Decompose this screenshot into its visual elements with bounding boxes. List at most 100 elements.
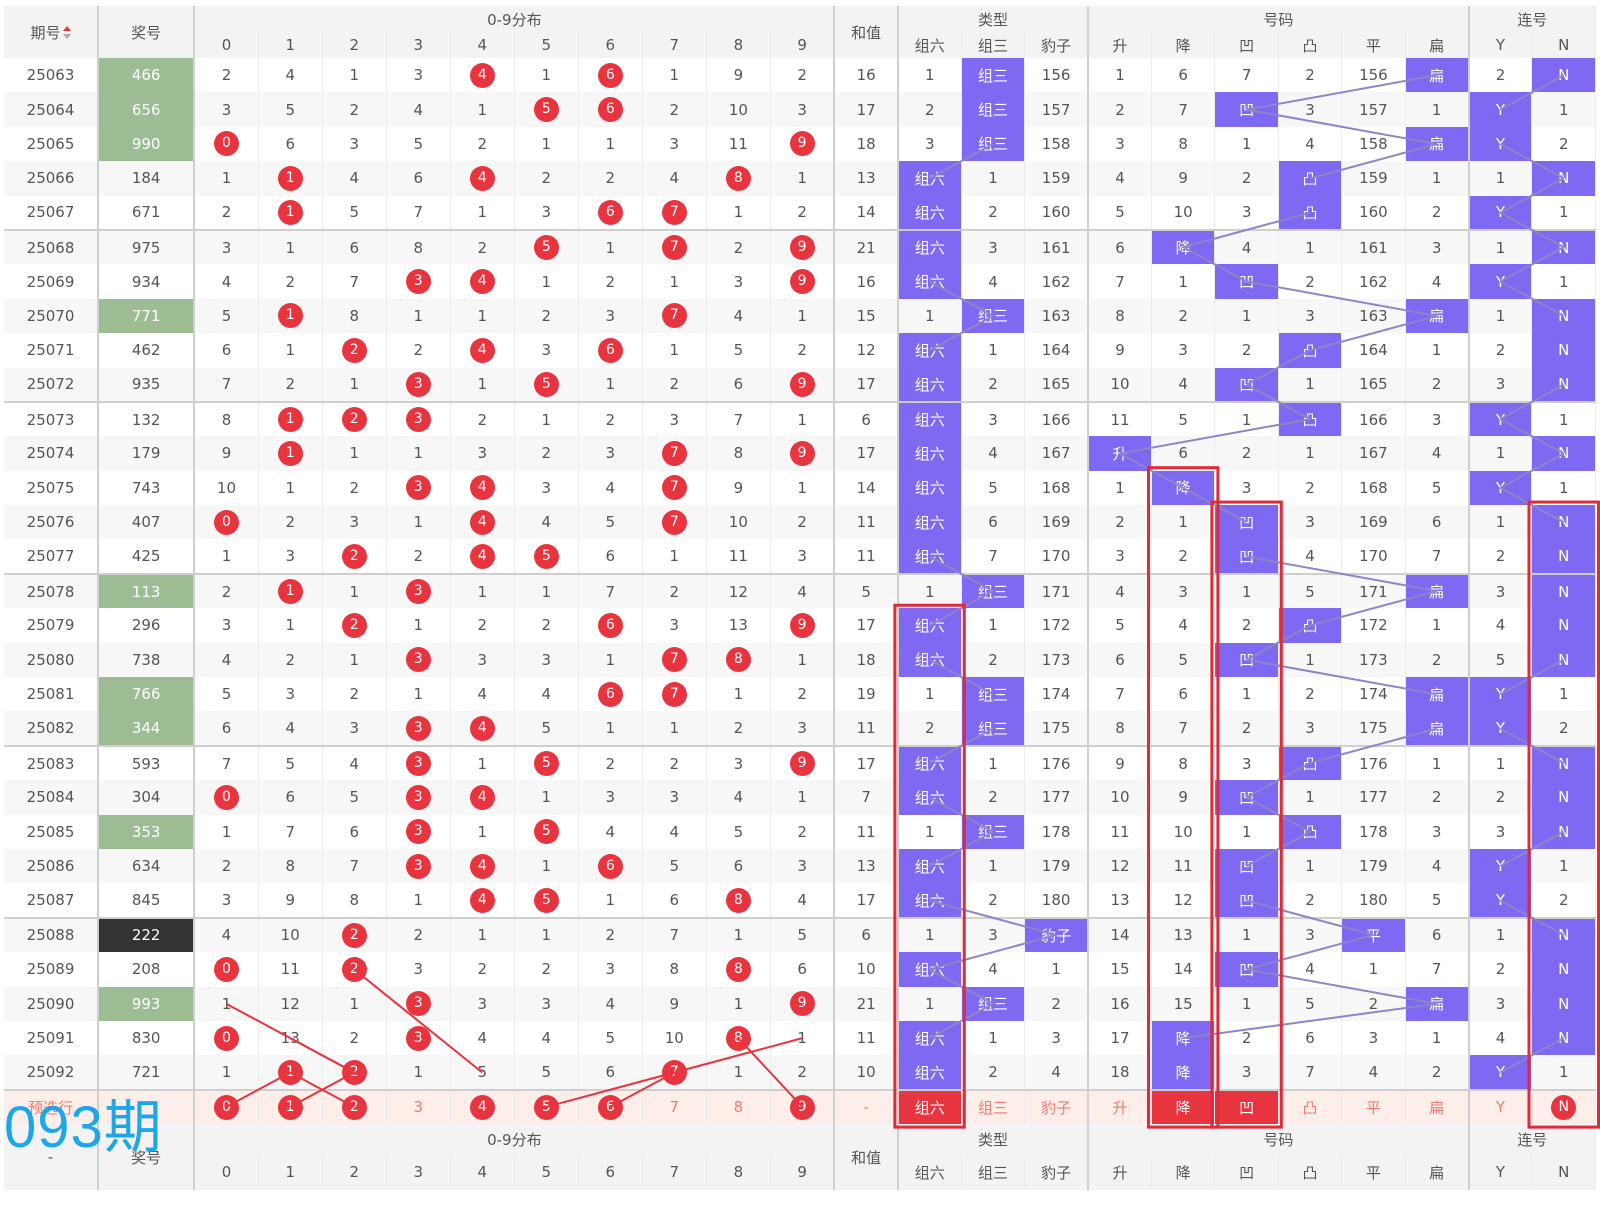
dist-cell: 9 xyxy=(193,436,259,471)
table-row[interactable]: 25084 304 0 6 5 3 4 1 3 3 4 1 7 组六 2 177 10 9 凹 1 177 2 2 N xyxy=(4,780,1596,815)
issue-header[interactable]: 期号 xyxy=(4,6,99,58)
number-ball: 8 xyxy=(725,1025,751,1051)
prediction-ball[interactable]: 6 xyxy=(597,1094,623,1120)
prediction-code-4[interactable]: 平 xyxy=(1341,1088,1406,1125)
dist-cell: 4 xyxy=(450,333,515,368)
table-row[interactable]: 25073 132 8 1 2 3 2 1 2 3 7 1 6 组六 3 166 11 5 1 凸 166 3 Y 1 xyxy=(4,400,1596,437)
type-cell: 组六 xyxy=(896,228,962,265)
code-cell: 3 xyxy=(1087,126,1152,162)
table-row[interactable]: 25085 353 1 7 6 3 1 5 4 4 5 2 11 1 组三 178 11 10 1 凸 178 3 3 N xyxy=(4,814,1596,849)
header-code-2: 凹 xyxy=(1214,32,1279,58)
prediction-digit-0[interactable]: 0 xyxy=(193,1088,259,1125)
prediction-ball[interactable]: N xyxy=(1551,1094,1577,1120)
prediction-row[interactable]: 预选行 0 1 2 3 4 5 6 7 8 9- 组六 组三 豹子升降凹凸平扁 Y N xyxy=(4,1088,1596,1125)
dist-cell: 9 xyxy=(770,367,835,402)
prediction-ball[interactable]: 5 xyxy=(533,1094,559,1120)
table-row[interactable]: 25082 344 6 4 3 3 4 5 1 1 2 3 11 2 组三 175 8 7 2 3 175 扁 Y 2 xyxy=(4,711,1596,746)
prediction-code-2[interactable]: 凹 xyxy=(1214,1088,1279,1125)
table-row[interactable]: 25090 993 1 12 1 3 3 3 4 9 1 9 21 1 组三 2 16 15 1 5 2 扁 3 N xyxy=(4,986,1596,1021)
table-row[interactable]: 25069 934 4 2 7 3 4 1 2 1 3 9 16 组六 4 162 7 1 凹 2 162 4 Y 1 xyxy=(4,264,1596,299)
consec-cell: Y xyxy=(1467,848,1533,884)
table-row[interactable]: 25066 184 1 1 4 6 4 2 2 4 8 1 13 组六 1 159 4 9 2 凸 159 1 1 N xyxy=(4,161,1596,196)
table-row[interactable]: 25077 425 1 3 2 2 4 5 6 1 11 3 11 组六 7 170 3 2 凹 4 170 7 2 N xyxy=(4,539,1596,574)
prediction-ball[interactable]: 2 xyxy=(341,1094,367,1120)
table-row[interactable]: 25083 593 7 5 4 3 1 5 2 2 3 9 17 组六 1 176 9 8 3 凸 176 1 1 N xyxy=(4,744,1596,781)
table-row[interactable]: 25089 208 0 11 2 3 2 2 3 8 8 6 10 组六 4 1 15 14 凹 4 1 7 2 N xyxy=(4,952,1596,987)
table-row[interactable]: 25067 671 2 1 5 7 1 3 6 7 1 2 14 组六 2 160 5 10 3 凸 160 2 Y 1 xyxy=(4,195,1596,230)
table-row[interactable]: 25071 462 6 1 2 2 4 3 6 1 5 2 12 组六 1 164 9 3 2 凸 164 1 2 N xyxy=(4,333,1596,368)
table-row[interactable]: 25075 743 10 1 2 3 4 3 4 7 9 1 14 组六 5 168 1 降 3 2 168 5 Y 1 xyxy=(4,470,1596,506)
code-cell: 4 xyxy=(1278,126,1343,162)
number-ball: 0 xyxy=(213,509,239,535)
number-ball: 0 xyxy=(213,1025,239,1051)
code-cell: 降 xyxy=(1151,1055,1216,1090)
table-row[interactable]: 25068 975 3 1 6 8 2 5 1 7 2 9 21 组六 3 161 6 降 4 1 161 3 1 N xyxy=(4,228,1596,265)
dist-cell: 1 xyxy=(450,744,515,781)
number-ball: 9 xyxy=(789,235,815,261)
dist-cell: 4 xyxy=(642,161,707,196)
table-row[interactable]: 25074 179 9 1 1 1 3 2 3 7 8 9 17 组六 4 167 升 6 2 1 167 4 1 N xyxy=(4,436,1596,471)
dist-cell: 2 xyxy=(258,264,323,299)
prediction-code-1[interactable]: 降 xyxy=(1151,1088,1216,1125)
sort-icon[interactable] xyxy=(62,26,71,40)
prediction-ball[interactable]: 1 xyxy=(277,1094,303,1120)
number-ball: 4 xyxy=(469,62,495,88)
dist-cell: 7 xyxy=(322,264,387,299)
table-row[interactable]: 25091 830 0 13 2 3 4 4 5 10 8 1 11 组六 1 3 17 降 2 6 3 1 4 N xyxy=(4,1020,1596,1056)
sum-cell: 18 xyxy=(833,642,899,678)
prediction-digit-4[interactable]: 4 xyxy=(450,1088,515,1125)
table-row[interactable]: 25076 407 0 2 3 1 4 4 5 7 10 2 11 组六 6 169 2 1 凹 3 169 6 1 N xyxy=(4,505,1596,540)
prediction-code-3[interactable]: 凸 xyxy=(1278,1088,1343,1125)
issue-cell: 25079 xyxy=(4,608,99,643)
number-ball: 8 xyxy=(725,647,751,673)
prediction-digit-6[interactable]: 6 xyxy=(578,1088,643,1125)
number-ball: 9 xyxy=(789,269,815,295)
table-row[interactable]: 25087 845 3 9 8 1 4 5 1 6 8 4 17 组六 2 180 13 12 凹 2 180 5 Y 2 xyxy=(4,883,1596,918)
prediction-digit-2[interactable]: 2 xyxy=(322,1088,387,1125)
code-cell: 扁 xyxy=(1405,677,1470,712)
prediction-ball[interactable]: 4 xyxy=(469,1094,495,1120)
prediction-consec-0[interactable]: Y xyxy=(1467,1088,1533,1125)
prediction-digit-8[interactable]: 8 xyxy=(706,1088,771,1125)
consec-cell: Y xyxy=(1467,126,1533,162)
table-row[interactable]: 25070 771 5 1 8 1 1 2 3 7 4 1 15 1 组三 163 8 2 1 3 163 扁 1 N xyxy=(4,298,1596,334)
dist-cell: 6 xyxy=(193,333,259,368)
table-row[interactable]: 25079 296 3 1 2 1 2 2 6 3 13 9 17 组六 1 172 5 4 2 凸 172 1 4 N xyxy=(4,608,1596,643)
prediction-digit-7[interactable]: 7 xyxy=(642,1088,707,1125)
prediction-digit-5[interactable]: 5 xyxy=(514,1088,579,1125)
prediction-ball[interactable]: 9 xyxy=(789,1094,815,1120)
prediction-digit-1[interactable]: 1 xyxy=(258,1088,323,1125)
code-cell: 凹 xyxy=(1214,539,1279,574)
code-cell: 2 xyxy=(1214,608,1279,643)
type-cell: 163 xyxy=(1024,298,1089,334)
dist-cell: 1 xyxy=(514,916,579,953)
prediction-code-0[interactable]: 升 xyxy=(1087,1088,1152,1125)
number-ball: 9 xyxy=(789,612,815,638)
prediction-consec-1[interactable]: N xyxy=(1531,1088,1596,1125)
dist-cell: 3 xyxy=(770,848,835,884)
prediction-digit-9[interactable]: 9 xyxy=(770,1088,835,1125)
prediction-ball[interactable]: 0 xyxy=(213,1094,239,1120)
prediction-digit-3[interactable]: 3 xyxy=(386,1088,451,1125)
prediction-code-5[interactable]: 扁 xyxy=(1405,1088,1470,1125)
dist-cell: 2 xyxy=(193,195,259,230)
table-row[interactable]: 25086 634 2 8 7 3 4 1 6 5 6 3 13 组六 1 179 12 11 凹 1 179 4 Y 1 xyxy=(4,848,1596,884)
table-row[interactable]: 25080 738 4 2 1 3 3 3 1 7 8 1 18 组六 2 173 6 5 凹 1 173 2 5 N xyxy=(4,642,1596,678)
table-row[interactable]: 25065 990 0 6 3 5 2 1 1 3 11 9 18 3 组三 158 3 8 1 4 158 扁 Y 2 xyxy=(4,126,1596,162)
table-row[interactable]: 25092 721 1 1 2 1 5 5 6 7 1 2 10 组六 2 4 18 降 3 7 4 2 Y 1 xyxy=(4,1055,1596,1090)
table-row[interactable]: 25078 113 2 1 1 3 1 1 7 2 12 4 5 1 组三 171 4 3 1 5 171 扁 3 N xyxy=(4,572,1596,609)
table-row[interactable]: 25081 766 5 3 2 1 4 4 6 7 1 2 19 1 组三 174 7 6 1 2 174 扁 Y 1 xyxy=(4,677,1596,712)
code-cell: 17 xyxy=(1087,1020,1152,1056)
prediction-type-0[interactable]: 组六 xyxy=(896,1088,962,1125)
prediction-type-2[interactable]: 豹子 xyxy=(1024,1088,1089,1125)
code-cell: 凹 xyxy=(1214,264,1279,299)
table-row[interactable]: 25088 222 4 10 2 2 1 1 2 7 1 5 6 1 3 豹子 14 13 1 3 平 6 1 N xyxy=(4,916,1596,953)
table-row[interactable]: 25064 656 3 5 2 4 1 5 6 2 10 3 17 2 组三 157 2 7 凹 3 157 1 Y 1 xyxy=(4,92,1596,127)
consec-cell: N xyxy=(1531,58,1596,93)
table-row[interactable]: 25063 466 2 4 1 3 4 1 6 1 9 2 16 1 组三 156 1 6 7 2 156 扁 2 N xyxy=(4,58,1596,93)
table-row[interactable]: 25072 935 7 2 1 3 1 5 1 2 6 9 17 组六 2 165 10 4 凹 1 165 2 3 N xyxy=(4,367,1596,402)
dist-cell: 8 xyxy=(706,161,771,196)
number-ball: 5 xyxy=(533,97,559,123)
prediction-type-1[interactable]: 组三 xyxy=(961,1088,1026,1125)
consec-cell: N xyxy=(1531,505,1596,540)
